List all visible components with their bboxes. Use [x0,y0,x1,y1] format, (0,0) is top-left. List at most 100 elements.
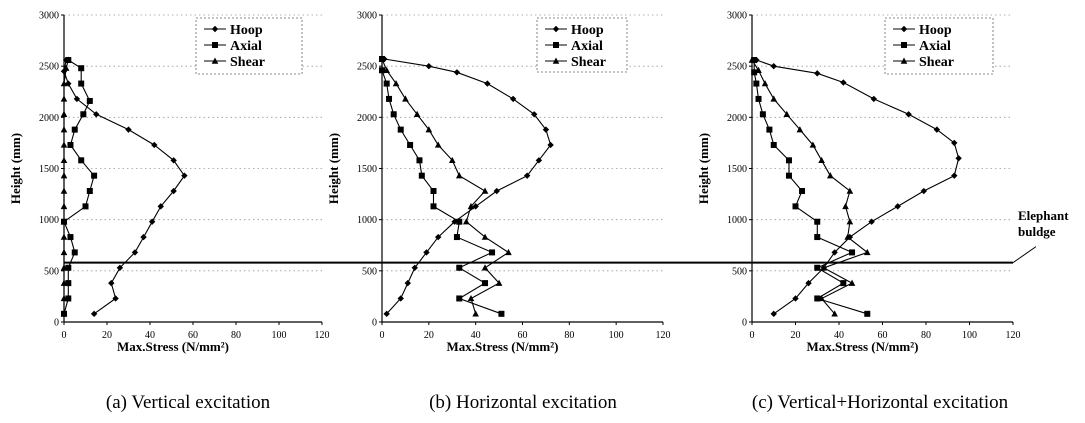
x-tick-label: 60 [518,330,528,341]
data-point-hoop [112,295,119,302]
data-point-hoop [933,126,941,133]
caption-c: (c) Vertical+Horizontal excitation [751,392,1009,413]
y-tick-label: 2000 [727,113,747,124]
data-point-hoop [531,111,538,118]
data-point-shear [481,187,489,194]
data-point-axial [849,249,856,256]
data-point-hoop [955,155,962,162]
data-point-shear [62,64,70,71]
y-tick-label: 500 [732,266,747,277]
x-tick-label: 0 [750,330,755,341]
data-point-axial [379,67,385,74]
data-point-hoop [423,249,430,256]
data-point-axial [453,234,460,241]
data-point-shear [60,264,68,271]
data-point-axial [383,80,390,87]
data-point-shear [472,310,479,317]
legend-marker-axial [553,42,559,48]
data-point-hoop [73,95,81,103]
data-point-axial [82,203,89,210]
data-point-shear [413,110,421,117]
data-point-hoop [870,95,877,103]
data-point-shear [783,110,791,117]
data-point-hoop [951,139,958,147]
data-point-shear [60,248,68,256]
data-point-hoop [831,249,838,256]
data-point-hoop [108,279,115,287]
data-point-hoop [65,80,72,87]
data-point-hoop [411,264,418,271]
data-point-shear [60,156,68,164]
legend-marker-axial [212,42,218,48]
data-point-shear [60,126,68,133]
data-point-axial [814,295,821,302]
data-point-shear [755,66,762,73]
x-tick-label: 40 [471,330,481,341]
data-point-hoop [542,126,550,133]
data-point-axial [751,57,758,64]
data-point-axial [65,280,72,287]
data-point-hoop [170,157,177,164]
y-tick-label: 2500 [727,62,747,73]
series-line-shear [751,59,869,315]
data-point-shear [846,187,854,194]
data-point-shear [455,172,463,179]
data-point-shear [65,56,72,63]
chart-panel-1: 0 500 1000 1500 2000 2500 3000 0 20 40 60 80 100 120 M… [326,11,671,355]
data-point-shear [463,218,470,225]
data-point-shear [818,156,825,164]
data-point-shear [495,279,503,286]
caption-b: (b) Horizontal excitation [429,392,617,413]
y-axis-title: Height (mm) [696,133,711,204]
data-point-shear [60,294,68,302]
data-point-hoop [523,172,531,179]
data-point-hoop [157,203,164,210]
data-point-axial [759,111,766,118]
series-line-hoop [63,59,186,315]
data-point-hoop [920,187,928,195]
legend-marker-hoop [900,25,908,33]
y-tick-label: 2500 [39,62,59,73]
legend-marker-hoop [552,25,560,33]
y-tick-label: 1500 [357,164,377,175]
y-axis-title: Height (mm) [8,133,23,204]
data-point-shear [505,248,512,256]
y-tick-label: 0 [372,318,377,329]
x-tick-label: 40 [834,330,844,341]
data-point-shear [818,294,825,302]
data-point-shear [848,279,856,286]
series-line-axial [381,59,502,315]
data-point-shear [448,156,456,164]
data-point-hoop [894,203,901,210]
data-point-shear [60,279,68,286]
y-tick-label: 500 [362,266,377,277]
data-point-axial [814,234,821,241]
data-point-hoop [484,80,491,87]
data-point-axial [792,203,799,210]
series-line-hoop [384,58,552,315]
data-point-shear [827,172,834,179]
data-point-hoop [840,79,847,86]
data-point-shear [60,80,68,87]
legend-label-axial: Axial [919,39,951,54]
data-point-axial [65,264,72,271]
chart-panel-0: 0 500 1000 1500 2000 2500 3000 0 20 40 60 80 100 120 M… [8,11,330,355]
legend-label-axial: Axial [230,39,262,54]
y-tick-label: 1500 [727,164,747,175]
legend-label-hoop: Hoop [919,23,952,38]
data-point-hoop [125,126,132,133]
data-point-axial [785,172,792,179]
data-point-axial [814,218,821,225]
x-tick-label: 20 [791,330,801,341]
caption-a: (a) Vertical excitation [105,392,271,413]
data-point-shear [842,202,849,210]
x-tick-label: 80 [921,330,931,341]
x-tick-label: 100 [609,330,624,341]
data-point-axial [430,203,437,210]
x-tick-label: 100 [962,330,977,341]
data-point-hoop [509,95,517,103]
x-tick-label: 0 [62,330,67,341]
data-point-axial [456,295,463,302]
data-point-shear [60,95,68,102]
